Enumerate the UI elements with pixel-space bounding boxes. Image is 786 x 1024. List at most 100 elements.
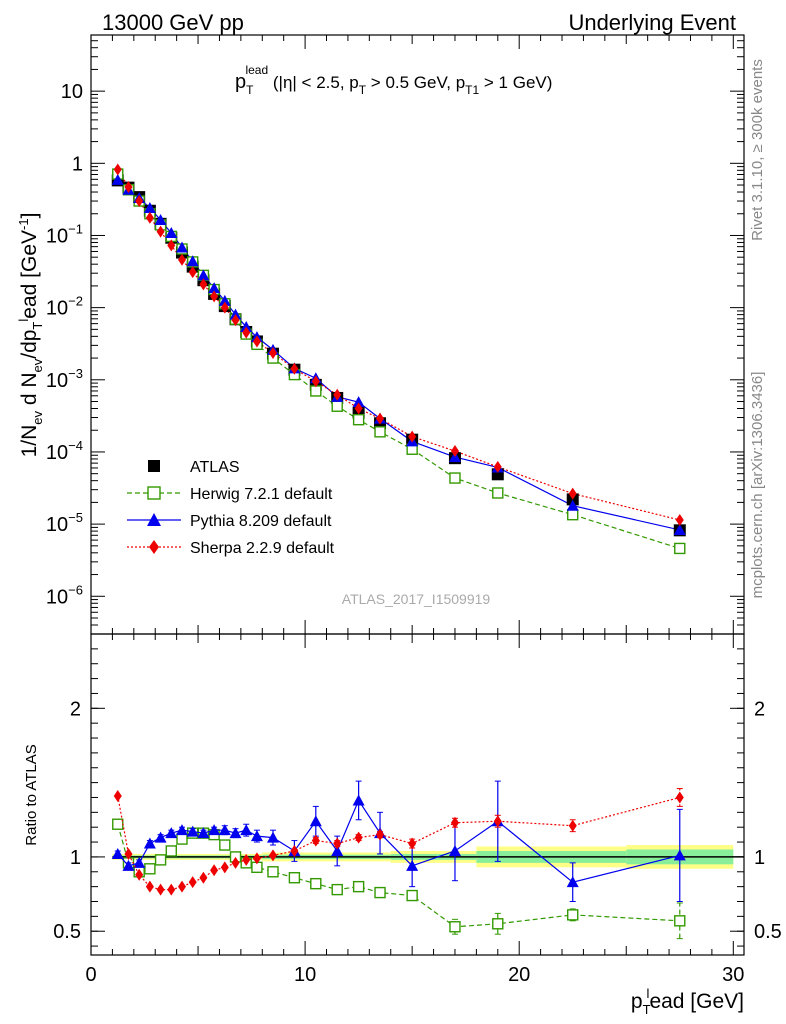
main-point xyxy=(290,362,299,375)
main-point xyxy=(376,412,385,425)
ratio-xtick-label: 30 xyxy=(722,964,744,986)
main-point xyxy=(449,472,461,484)
main-point xyxy=(218,294,231,306)
main-point xyxy=(268,347,277,360)
analysis-watermark: ATLAS_2017_I1509919 xyxy=(342,591,491,607)
ratio-point xyxy=(154,831,167,843)
ratio-point xyxy=(354,831,363,844)
main-ytick-mantissa: 10 xyxy=(46,514,68,536)
ratio-point xyxy=(167,883,176,896)
ratio-point xyxy=(124,847,133,860)
ratio-point xyxy=(309,815,322,827)
ratio-point xyxy=(219,839,231,851)
ratio-point xyxy=(165,827,178,839)
ratio-point xyxy=(352,880,365,893)
ratio-point xyxy=(231,856,240,869)
main-point xyxy=(331,400,343,412)
legend-marker xyxy=(149,540,159,554)
main-point xyxy=(186,255,199,267)
ratio-ytick-label: 1 xyxy=(70,847,81,869)
main-point xyxy=(333,388,342,401)
main-ytick-label: 10−3 xyxy=(46,366,83,392)
ratio-point xyxy=(208,824,221,836)
main-point xyxy=(156,225,165,238)
main-point xyxy=(450,445,459,458)
main-point xyxy=(310,385,322,397)
ratio-point xyxy=(176,833,188,845)
main-point xyxy=(352,396,365,408)
main-ytick-exponent: −2 xyxy=(68,294,83,309)
main-point xyxy=(208,282,221,294)
main-ylabel: 1/Nev d Nev/dpTlead [GeV-1] xyxy=(16,213,45,458)
main-ytick-mantissa: 10 xyxy=(46,225,68,247)
ratio-series-line xyxy=(117,799,680,883)
main-ytick-label: 10−1 xyxy=(46,221,83,247)
main-point xyxy=(143,202,156,214)
mcplots-label: mcplots.cern.ch [arXiv:1306.3436] xyxy=(749,372,766,599)
main-point xyxy=(231,314,240,327)
header-left: 13000 GeV pp xyxy=(102,10,244,35)
ratio-point xyxy=(266,831,279,843)
ratio-point xyxy=(268,849,277,862)
main-ytick-label: 10−6 xyxy=(46,582,83,608)
main-point xyxy=(408,430,417,443)
ratio-point xyxy=(333,837,342,850)
main-ytick-exponent: −3 xyxy=(68,366,83,381)
main-point xyxy=(111,173,124,185)
main-ytick-label: 10 xyxy=(61,81,83,103)
main-series-line xyxy=(117,179,680,531)
main-point xyxy=(673,523,686,535)
ratio-xtick-label: 10 xyxy=(294,964,316,986)
main-series-layer xyxy=(111,163,686,555)
legend-label: Sherpa 2.2.9 default xyxy=(190,540,335,557)
main-point xyxy=(675,514,684,527)
ratio-point xyxy=(290,844,299,857)
ratio-xlabel: pTlead [GeV] xyxy=(631,986,744,1017)
ratio-point xyxy=(311,834,320,847)
rivet-label: Rivet 3.1.10, ≥ 300k events xyxy=(749,59,766,241)
ratio-point xyxy=(406,889,418,902)
main-point xyxy=(240,320,253,332)
ratio-point xyxy=(492,918,504,930)
main-point xyxy=(145,211,154,224)
ratio-point xyxy=(186,825,199,837)
ratio-point xyxy=(331,883,343,896)
main-point xyxy=(242,326,251,339)
main-point xyxy=(311,375,320,388)
ratio-point xyxy=(188,876,197,889)
main-point xyxy=(220,301,229,314)
legend: ATLAS Herwig 7.2.1 default Pythia 8.209 de… xyxy=(127,459,335,557)
ratio-point xyxy=(177,880,186,893)
ratio-xtick-label: 0 xyxy=(85,964,96,986)
ratio-point xyxy=(566,876,579,888)
ratio-point xyxy=(197,827,210,839)
main-point xyxy=(674,542,686,555)
main-point xyxy=(493,460,502,473)
ratio-point xyxy=(145,880,154,893)
main-point xyxy=(199,278,208,291)
ratio-point xyxy=(229,827,242,839)
ratio-point xyxy=(175,824,188,836)
main-point xyxy=(165,227,178,239)
ratio-point xyxy=(376,828,385,841)
ratio-uncertainty-band xyxy=(112,845,744,869)
main-ytick-label: 10−2 xyxy=(46,294,83,320)
ratio-point xyxy=(240,824,253,836)
main-point xyxy=(135,195,144,208)
ratio-panel: 0.5 0.51 12 20 10 20 30 Ratio to ATLAS pTlead … xyxy=(23,633,782,1017)
main-ytick-exponent: −1 xyxy=(68,221,83,236)
main-ytick-mantissa: 10 xyxy=(46,370,68,392)
main-point xyxy=(229,308,242,320)
ratio-point xyxy=(288,872,301,884)
main-point xyxy=(197,269,210,281)
main-ytick-exponent: −6 xyxy=(68,582,83,597)
ratio-point xyxy=(568,819,577,832)
ratio-point xyxy=(111,847,124,859)
ratio-point xyxy=(252,852,261,865)
ratio-ytick-label-right: 2 xyxy=(754,698,765,720)
ratio-point xyxy=(122,859,135,871)
ratio-point xyxy=(154,854,167,866)
ratio-point xyxy=(156,883,165,896)
ratio-point xyxy=(408,837,417,850)
